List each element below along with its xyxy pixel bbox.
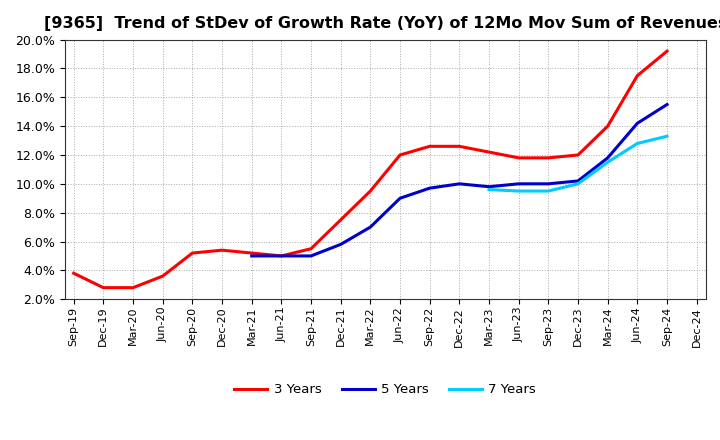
3 Years <box>514 155 523 161</box>
3 Years <box>99 285 108 290</box>
3 Years <box>336 217 345 223</box>
7 Years <box>544 188 553 194</box>
3 Years <box>188 250 197 256</box>
3 Years <box>485 150 493 155</box>
Title: [9365]  Trend of StDev of Growth Rate (YoY) of 12Mo Mov Sum of Revenues: [9365] Trend of StDev of Growth Rate (Yo… <box>43 16 720 32</box>
3 Years <box>69 271 78 276</box>
7 Years <box>514 188 523 194</box>
7 Years <box>603 160 612 165</box>
7 Years <box>633 141 642 146</box>
3 Years <box>633 73 642 78</box>
3 Years <box>662 48 671 54</box>
5 Years <box>662 102 671 107</box>
3 Years <box>248 250 256 256</box>
3 Years <box>277 253 286 259</box>
5 Years <box>574 178 582 183</box>
3 Years <box>129 285 138 290</box>
3 Years <box>426 144 434 149</box>
5 Years <box>366 224 374 230</box>
3 Years <box>158 274 167 279</box>
5 Years <box>248 253 256 259</box>
5 Years <box>544 181 553 187</box>
3 Years <box>217 248 226 253</box>
3 Years <box>307 246 315 251</box>
5 Years <box>396 196 405 201</box>
7 Years <box>485 187 493 192</box>
5 Years <box>426 186 434 191</box>
Legend: 3 Years, 5 Years, 7 Years: 3 Years, 5 Years, 7 Years <box>229 378 541 402</box>
5 Years <box>336 242 345 247</box>
5 Years <box>455 181 464 187</box>
7 Years <box>574 181 582 187</box>
3 Years <box>396 152 405 158</box>
3 Years <box>544 155 553 161</box>
3 Years <box>603 124 612 129</box>
Line: 3 Years: 3 Years <box>73 51 667 288</box>
5 Years <box>277 253 286 259</box>
5 Years <box>603 155 612 161</box>
3 Years <box>574 152 582 158</box>
Line: 5 Years: 5 Years <box>252 105 667 256</box>
5 Years <box>307 253 315 259</box>
5 Years <box>514 181 523 187</box>
Line: 7 Years: 7 Years <box>489 136 667 191</box>
7 Years <box>662 134 671 139</box>
3 Years <box>366 188 374 194</box>
5 Years <box>633 121 642 126</box>
5 Years <box>485 184 493 189</box>
3 Years <box>455 144 464 149</box>
